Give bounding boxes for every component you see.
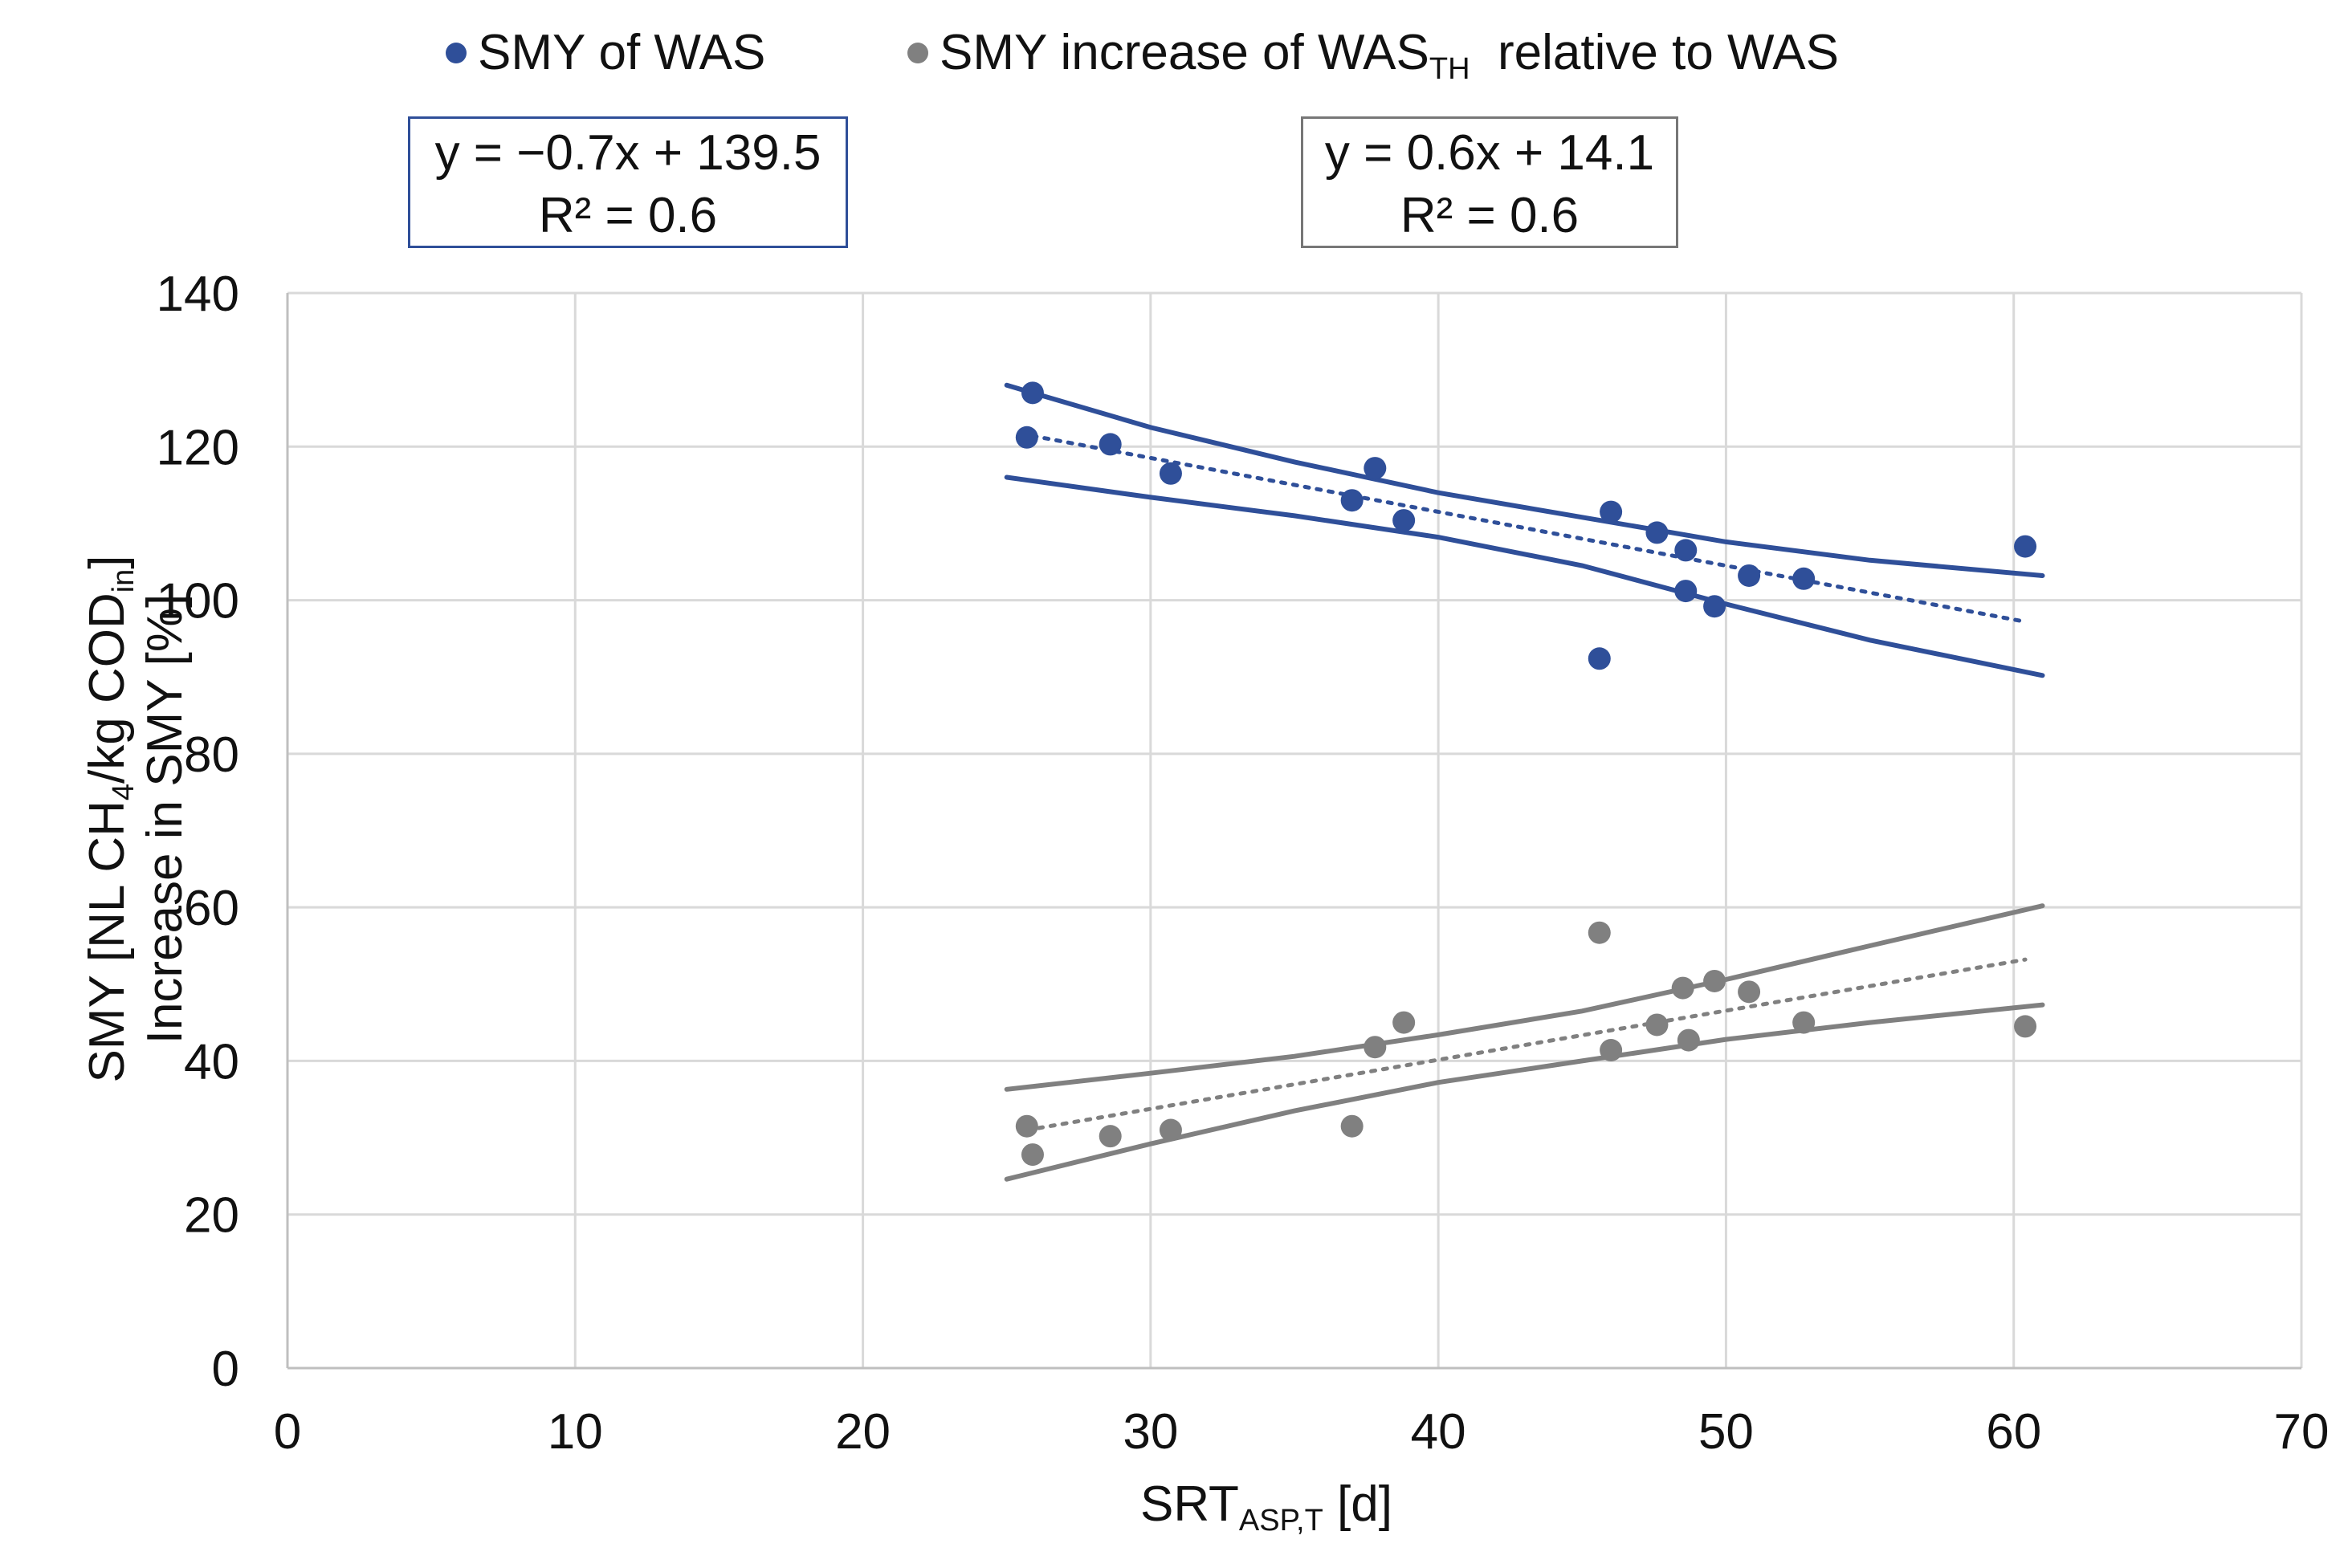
data-point-smy-increase: [1738, 980, 1761, 1004]
data-point-smy-was: [1600, 500, 1623, 523]
data-point-smy-increase: [1645, 1013, 1669, 1037]
trendline-equation-box-blue: y = −0.7x + 139.5 R² = 0.6: [408, 116, 848, 248]
data-point-smy-was: [1588, 647, 1611, 670]
data-point-smy-was: [2014, 535, 2037, 558]
trendline-smy-was: [1030, 434, 2028, 624]
data-point-smy-was: [1364, 457, 1387, 480]
data-point-smy-was: [1392, 509, 1416, 532]
y-tick-label: 20: [184, 1188, 239, 1244]
legend-label-increase-prefix: SMY increase of WAS: [940, 25, 1429, 80]
x-tick-label: 50: [1698, 1404, 1754, 1460]
legend-item-smy-increase: SMY increase of WASTH relative to WAS: [907, 24, 1839, 84]
data-point-smy-was: [1159, 462, 1182, 485]
y-label-sub-in: in: [107, 568, 141, 593]
axes: [286, 293, 2301, 1370]
y-label-mid: /kg COD: [79, 593, 135, 784]
confidence-bands: [1004, 382, 2045, 1182]
trendline-equation-box-gray: y = 0.6x + 14.1 R² = 0.6: [1301, 116, 1678, 248]
y-label-prefix: SMY [NL CH: [79, 800, 135, 1083]
y-tick-label: 80: [184, 727, 239, 783]
data-point-smy-was: [1674, 539, 1698, 562]
trendline-r2-gray: R² = 0.6: [1400, 188, 1580, 243]
y-tick-label: 0: [212, 1342, 239, 1397]
data-point-smy-increase: [1021, 1143, 1044, 1167]
legend-label-smy-was: SMY of WAS: [478, 25, 766, 80]
y-tick-label: 60: [184, 881, 239, 936]
legend-label-increase-sub: TH: [1429, 52, 1470, 86]
legend-marker-blue: [446, 42, 467, 63]
data-point-smy-increase: [1392, 1011, 1416, 1034]
x-tick-label: 0: [274, 1404, 301, 1460]
data-point-smy-increase: [1703, 969, 1726, 992]
x-axis-label: SRTASP,T [d]: [1140, 1476, 1392, 1536]
data-point-smy-increase: [1600, 1039, 1623, 1062]
data-points: [1015, 381, 2037, 1167]
data-point-smy-was: [1021, 381, 1044, 405]
data-point-smy-increase: [1159, 1118, 1182, 1142]
data-point-smy-increase: [1677, 1028, 1700, 1052]
data-point-smy-increase: [1099, 1125, 1122, 1148]
y-tick-label: 100: [157, 574, 239, 629]
trendlines: [1025, 434, 2028, 1133]
trendline-equation-blue: y = −0.7x + 139.5: [434, 125, 821, 181]
confidence-band-upper-smy-was: [1004, 382, 2045, 578]
data-point-smy-was: [1792, 567, 1816, 590]
x-tick-label: 30: [1123, 1404, 1178, 1460]
x-tick-label: 40: [1411, 1404, 1466, 1460]
x-axis-label-sub: ASP,T: [1238, 1504, 1323, 1537]
x-tick-label: 60: [1986, 1404, 2041, 1460]
data-point-smy-was: [1674, 580, 1698, 603]
y-axis-label: SMY [NL CH4/kg CODin] Increase in SMY [%…: [79, 555, 194, 1082]
y-tick-label: 40: [184, 1034, 239, 1089]
y-axis-label-line1: SMY [NL CH4/kg CODin]: [79, 555, 141, 1083]
data-point-smy-increase: [1015, 1114, 1038, 1138]
y-label-suffix: ]: [79, 555, 135, 569]
legend-marker-gray: [907, 42, 928, 63]
trendline-r2-blue: R² = 0.6: [538, 188, 718, 243]
y-axis-label-line2: Increase in SMY [%]: [137, 593, 193, 1045]
x-tick-label: 20: [835, 1404, 891, 1460]
data-point-smy-was: [1099, 433, 1122, 456]
data-point-smy-increase: [1792, 1011, 1816, 1034]
data-point-smy-was: [1738, 564, 1761, 587]
trendline-smy-increase: [1025, 957, 2028, 1133]
data-point-smy-was: [1340, 489, 1364, 512]
data-point-smy-increase: [1671, 976, 1694, 1000]
trendline-equation-gray: y = 0.6x + 14.1: [1324, 125, 1655, 181]
legend-item-smy-was: SMY of WAS: [446, 24, 765, 81]
confidence-band-lower-smy-was: [1004, 474, 2045, 678]
data-point-smy-was: [1703, 595, 1726, 618]
data-point-smy-increase: [1588, 921, 1611, 944]
y-label-sub-4: 4: [107, 783, 141, 801]
y-tick-label: 140: [157, 267, 239, 322]
tick-labels: 0 10 20 30 40 50 60 70 0 20 40 60 80 100 120 140: [157, 267, 2330, 1460]
data-point-smy-was: [1645, 521, 1669, 544]
confidence-band-upper-smy-increase: [1004, 903, 2045, 1092]
data-point-smy-increase: [1364, 1036, 1387, 1059]
grid-lines: [287, 291, 2303, 1368]
x-axis-label-suffix: [d]: [1323, 1476, 1392, 1532]
legend-label-increase-suffix: relative to WAS: [1470, 25, 1839, 80]
x-axis-label-main: SRT: [1140, 1476, 1239, 1532]
data-point-smy-was: [1015, 426, 1038, 449]
data-point-smy-increase: [2014, 1015, 2037, 1038]
data-point-smy-increase: [1340, 1114, 1364, 1138]
x-tick-label: 70: [2274, 1404, 2330, 1460]
y-tick-label: 120: [157, 420, 239, 475]
x-tick-label: 10: [548, 1404, 603, 1460]
confidence-band-lower-smy-increase: [1004, 1002, 2045, 1182]
